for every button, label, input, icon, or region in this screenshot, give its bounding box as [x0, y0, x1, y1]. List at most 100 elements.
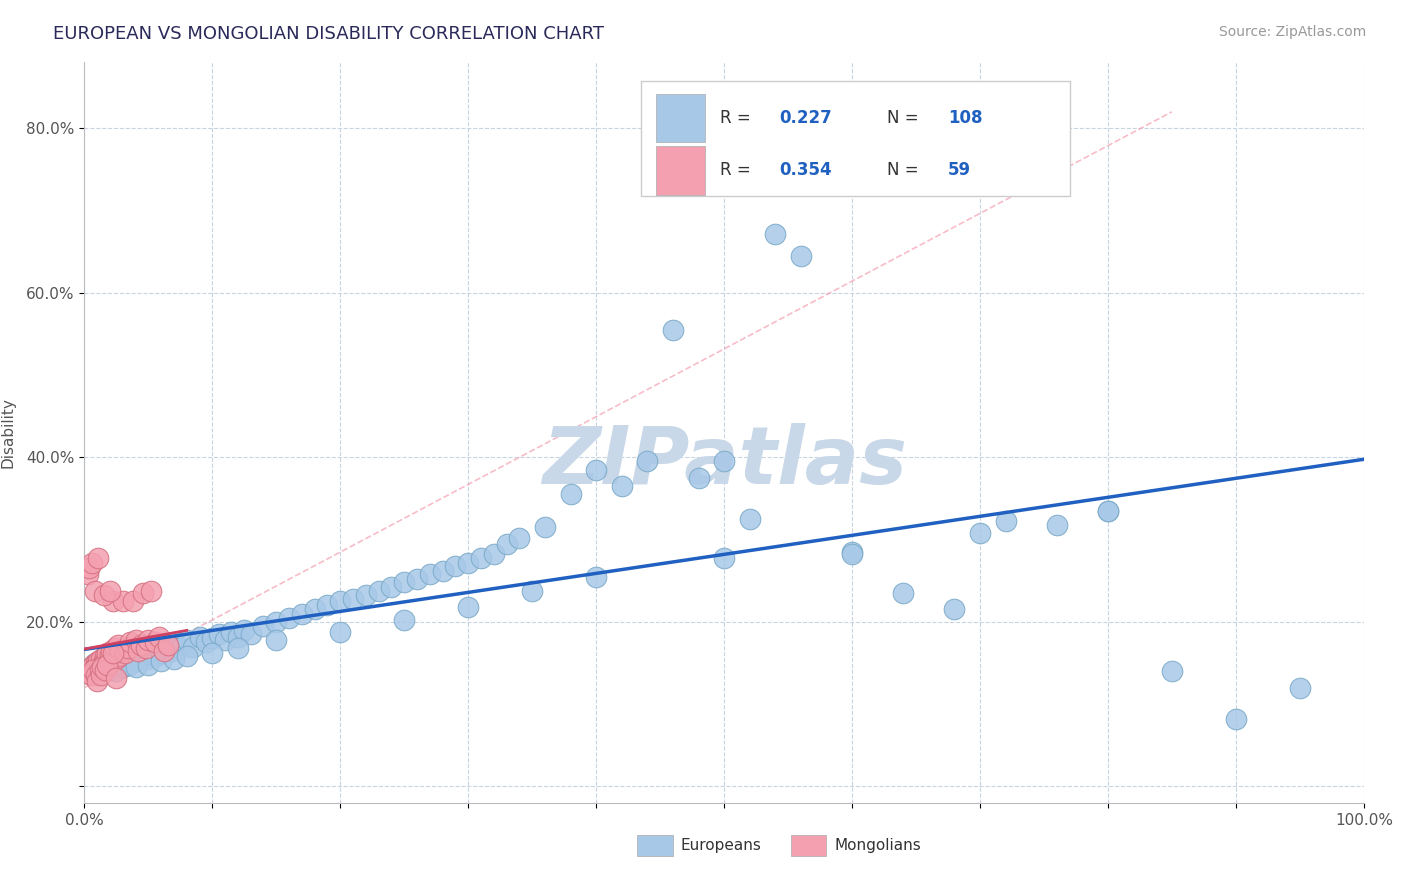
Point: [150, 646, 173, 660]
Point: [419, 567, 441, 582]
Point: [221, 624, 243, 639]
Point: [994, 515, 1017, 529]
Point: [636, 454, 658, 468]
Point: [252, 619, 274, 633]
Point: [278, 611, 301, 625]
Point: [111, 660, 134, 674]
Point: [80, 660, 103, 674]
Point: [713, 550, 735, 565]
Point: [89, 660, 111, 674]
Point: [104, 654, 127, 668]
Point: [790, 249, 813, 263]
Point: [83, 660, 105, 674]
Point: [394, 613, 416, 627]
Point: [108, 649, 131, 664]
Point: [534, 520, 557, 534]
Point: [94, 652, 117, 666]
Point: [90, 652, 112, 666]
Point: [156, 638, 179, 652]
Point: [214, 632, 236, 647]
Point: [662, 323, 685, 337]
Text: 59: 59: [948, 161, 972, 179]
Point: [1097, 504, 1119, 518]
Point: [713, 454, 735, 468]
Point: [148, 640, 170, 654]
Point: [84, 656, 107, 670]
Point: [841, 547, 863, 561]
Point: [117, 646, 139, 660]
Point: [367, 583, 389, 598]
Text: 0.227: 0.227: [779, 109, 832, 127]
Point: [114, 657, 136, 672]
Point: [77, 665, 100, 680]
Point: [124, 632, 146, 647]
Point: [129, 649, 152, 664]
Point: [138, 657, 160, 672]
Point: [83, 656, 105, 670]
Point: [101, 646, 124, 660]
Point: [127, 643, 149, 657]
Point: [226, 641, 249, 656]
Point: [83, 583, 105, 598]
Point: [841, 545, 863, 559]
Point: [105, 652, 128, 666]
Text: Source: ZipAtlas.com: Source: ZipAtlas.com: [1219, 25, 1367, 39]
Point: [201, 646, 224, 660]
Point: [329, 624, 352, 639]
Point: [117, 641, 139, 656]
Point: [82, 657, 104, 672]
Text: 0.354: 0.354: [779, 161, 832, 179]
Point: [132, 586, 155, 600]
Point: [100, 643, 122, 657]
Point: [354, 589, 377, 603]
Point: [87, 654, 110, 668]
Point: [152, 641, 174, 656]
Point: [585, 462, 607, 476]
Point: [98, 583, 121, 598]
Bar: [657, 146, 704, 194]
Point: [107, 649, 129, 664]
Point: [80, 663, 103, 677]
Point: [1288, 681, 1310, 695]
Point: [152, 643, 174, 657]
Point: [264, 615, 288, 629]
Point: [342, 591, 364, 606]
Point: [1225, 712, 1247, 726]
Point: [264, 632, 288, 647]
Point: [194, 635, 217, 649]
Point: [1160, 664, 1182, 678]
Point: [91, 659, 114, 673]
Point: [82, 663, 104, 677]
Point: [80, 660, 103, 674]
Point: [688, 471, 710, 485]
Point: [129, 638, 152, 652]
Point: [80, 556, 103, 570]
Point: [94, 649, 117, 664]
Text: Mongolians: Mongolians: [834, 838, 921, 854]
Point: [163, 635, 186, 649]
Point: [329, 594, 352, 608]
FancyBboxPatch shape: [641, 81, 1070, 195]
Text: Europeans: Europeans: [681, 838, 762, 854]
Text: ZIPatlas: ZIPatlas: [541, 423, 907, 501]
Point: [108, 643, 131, 657]
Point: [763, 227, 786, 241]
Point: [969, 526, 991, 541]
Point: [208, 627, 231, 641]
Point: [143, 635, 166, 649]
Point: [111, 652, 134, 666]
Point: [226, 630, 249, 644]
Point: [233, 623, 256, 637]
Point: [239, 627, 262, 641]
Text: N =: N =: [887, 161, 924, 179]
Point: [520, 583, 543, 598]
Point: [135, 641, 157, 656]
Point: [105, 664, 128, 678]
Point: [104, 641, 127, 656]
Point: [508, 531, 530, 545]
Point: [943, 602, 966, 616]
Point: [495, 536, 517, 550]
Point: [380, 580, 402, 594]
Text: R =: R =: [720, 109, 756, 127]
Point: [176, 649, 198, 664]
